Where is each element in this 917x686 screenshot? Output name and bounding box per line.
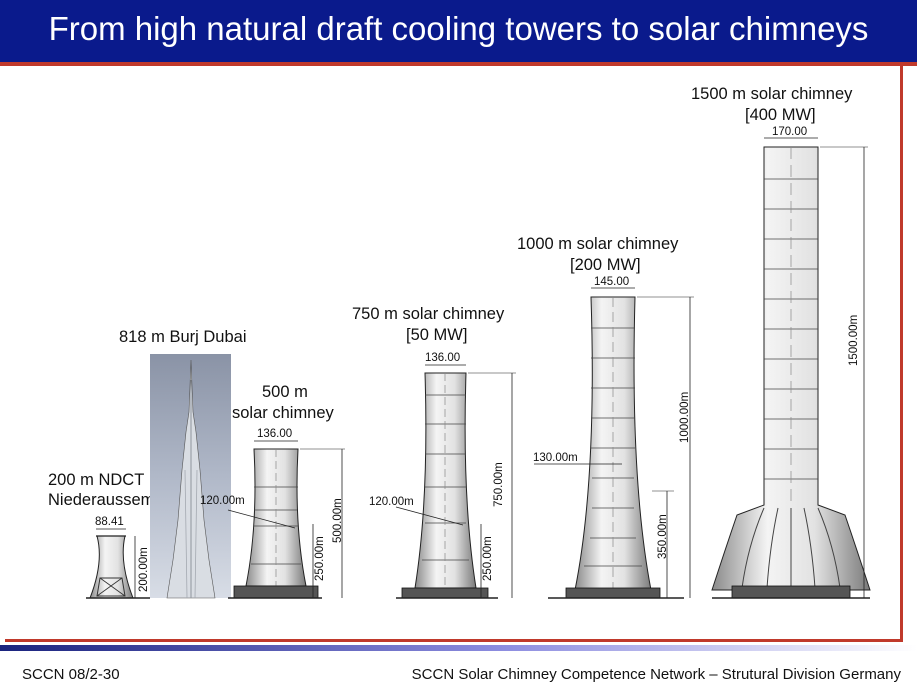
chimney-1000-label-line1: 1000 m solar chimney xyxy=(517,235,679,253)
chimney-500-waist-leader xyxy=(227,509,296,529)
chimney-1500-height: 1500.00m xyxy=(848,315,860,366)
chimney-750-label-line1: 750 m solar chimney xyxy=(352,305,505,323)
chimney-500-label-line2: solar chimney xyxy=(232,404,335,422)
ndct-label-line2: Niederaussem xyxy=(48,491,154,509)
chimney-750-height: 750.00m xyxy=(493,462,505,507)
ndct-top-diameter: 88.41 xyxy=(95,516,124,528)
chimney-750-waist-height: 250.00m xyxy=(482,536,494,581)
title-bar: From high natural draft cooling towers t… xyxy=(0,0,917,62)
chimney-1500-top-diameter: 170.00 xyxy=(772,126,807,138)
chimney-750-waist-diameter: 120.00m xyxy=(369,496,414,508)
chimney-500-label-line1: 500 m xyxy=(262,383,308,401)
chimney-500-height: 500.00m xyxy=(332,498,344,543)
footer-divider xyxy=(0,645,917,651)
chimney-1500-label-line2: [400 MW] xyxy=(745,106,816,124)
chimney-1500-label-line1: 1500 m solar chimney xyxy=(691,85,853,103)
chimney-1000-tower xyxy=(548,296,684,599)
title-underline xyxy=(0,62,917,66)
ndct-tower xyxy=(86,535,150,599)
burj-dubai-photo xyxy=(150,354,231,599)
chimney-750-top-diameter: 136.00 xyxy=(425,352,460,364)
chimney-1000-top-diameter: 145.00 xyxy=(594,276,629,288)
content-frame xyxy=(5,66,903,642)
chimney-500-tower xyxy=(228,448,322,599)
chimney-1500-tower xyxy=(711,146,871,599)
chimney-500-waist-diameter: 120.00m xyxy=(200,495,245,507)
chimney-1000-label-line2: [200 MW] xyxy=(570,256,641,274)
footer-slide-id: SCCN 08/2-30 xyxy=(22,666,120,683)
chimney-1000-waist-diameter: 130.00m xyxy=(533,452,578,464)
ndct-height: 200.00m xyxy=(138,547,150,592)
chimney-750-tower xyxy=(396,372,498,599)
burj-dubai-label: 818 m Burj Dubai xyxy=(119,328,246,346)
ndct-label-line1: 200 m NDCT xyxy=(48,471,144,489)
chimney-1000-waist-height: 350.00m xyxy=(657,514,669,559)
chimney-750-waist-leader xyxy=(395,506,464,526)
footer-organization: SCCN Solar Chimney Competence Network – … xyxy=(411,666,901,683)
slide-title: From high natural draft cooling towers t… xyxy=(48,10,869,47)
chimney-1000-height: 1000.00m xyxy=(679,392,691,443)
chimney-500-waist-height: 250.00m xyxy=(314,536,326,581)
chimney-500-top-diameter: 136.00 xyxy=(257,428,292,440)
chimney-750-label-line2: [50 MW] xyxy=(406,326,467,344)
